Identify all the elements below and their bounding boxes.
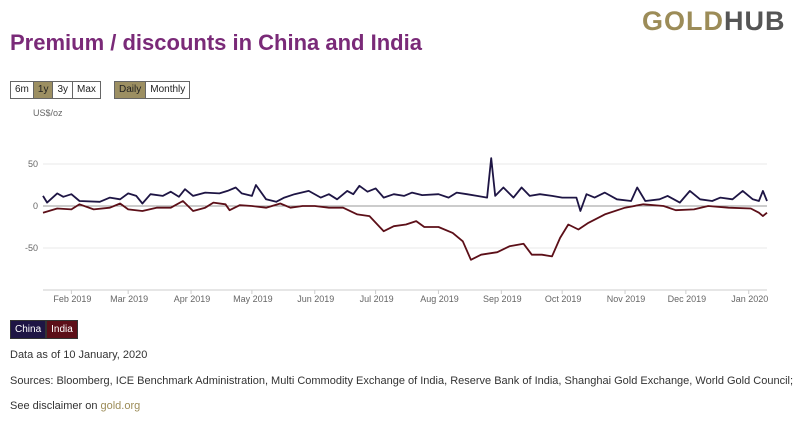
series-line-india <box>42 200 768 261</box>
y-tick-label: 0 <box>33 201 38 211</box>
x-tick-label: Feb 2019 <box>53 294 91 304</box>
range-max-button[interactable]: Max <box>72 81 101 99</box>
range-buttons: 6m 1y 3y Max <box>10 81 101 99</box>
line-chart: 50 0 -50 Feb 2019 Mar 2019 Apr 2019 May 2019 Ju… <box>25 157 768 304</box>
x-tick-label: Dec 2019 <box>668 294 707 304</box>
legend: China India <box>10 320 78 339</box>
goldhub-logo[interactable]: GOLDHUB <box>642 6 786 37</box>
y-axis-label: US$/oz <box>33 108 63 118</box>
disclaimer-text: See disclaimer on <box>10 400 101 412</box>
x-tick-label: Jan 2020 <box>731 294 768 304</box>
x-tick-label: Sep 2019 <box>483 294 522 304</box>
frequency-buttons: Daily Monthly <box>114 81 191 99</box>
x-tick-label: May 2019 <box>233 294 273 304</box>
x-tick-label: Apr 2019 <box>174 294 211 304</box>
legend-china[interactable]: China <box>10 320 47 339</box>
x-tick-label: Jul 2019 <box>360 294 394 304</box>
legend-india[interactable]: India <box>46 320 78 339</box>
x-tick-label: Aug 2019 <box>420 294 459 304</box>
x-tick-label: Nov 2019 <box>607 294 646 304</box>
series-line-china <box>42 157 768 212</box>
monthly-button[interactable]: Monthly <box>145 81 191 99</box>
data-as-of: Data as of 10 January, 2020 <box>10 349 148 361</box>
sources: Sources: Bloomberg, ICE Benchmark Admini… <box>10 375 794 387</box>
x-tick-label: Mar 2019 <box>110 294 148 304</box>
gold-org-link[interactable]: gold.org <box>100 400 141 412</box>
logo-hub: HUB <box>724 6 786 36</box>
disclaimer: See disclaimer on gold.org <box>10 400 140 412</box>
y-tick-label: -50 <box>25 243 38 253</box>
y-tick-label: 50 <box>28 159 38 169</box>
page-title: Premium / discounts in China and India <box>10 30 422 55</box>
logo-gold: GOLD <box>642 6 724 36</box>
x-tick-label: Oct 2019 <box>545 294 582 304</box>
x-tick-label: Jun 2019 <box>297 294 334 304</box>
